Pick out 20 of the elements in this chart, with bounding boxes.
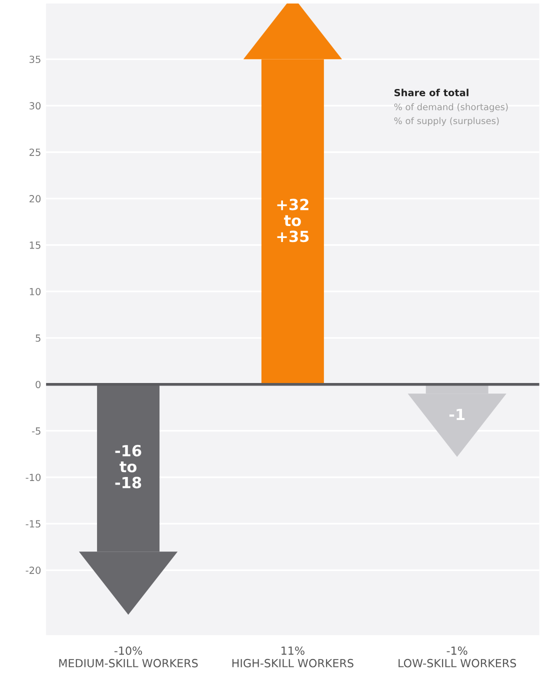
annotation: % of supply (surpluses) [394, 117, 499, 126]
y-tick-label: -15 [26, 520, 40, 528]
y-tick-label: 35 [30, 56, 40, 64]
y-tick-label: 25 [30, 148, 40, 156]
y-tick-label: 30 [30, 102, 41, 110]
y-tick-label: 0 [36, 380, 41, 388]
y-tick-label: 5 [36, 334, 40, 342]
x-tick-label: -1% LOW-SKILL WORKERS [398, 646, 516, 668]
y-tick-label: 15 [30, 242, 40, 249]
y-tick-label: -5 [32, 427, 40, 435]
y-tick-label: -10 [26, 474, 41, 482]
x-tick-label: -10% MEDIUM-SKILL WORKERS [59, 646, 198, 668]
x-tick-label: 11% HIGH-SKILL WORKERS [232, 646, 354, 668]
data-label: -16 to -18 [115, 444, 142, 488]
y-tick-label: -20 [26, 566, 41, 574]
y-tick-label: 10 [30, 288, 41, 296]
annotation: % of demand (shortages) [394, 103, 508, 112]
legend-title: Share of total [394, 88, 468, 96]
y-tick-label: 20 [30, 195, 41, 202]
data-label: +32 to +35 [277, 198, 309, 242]
